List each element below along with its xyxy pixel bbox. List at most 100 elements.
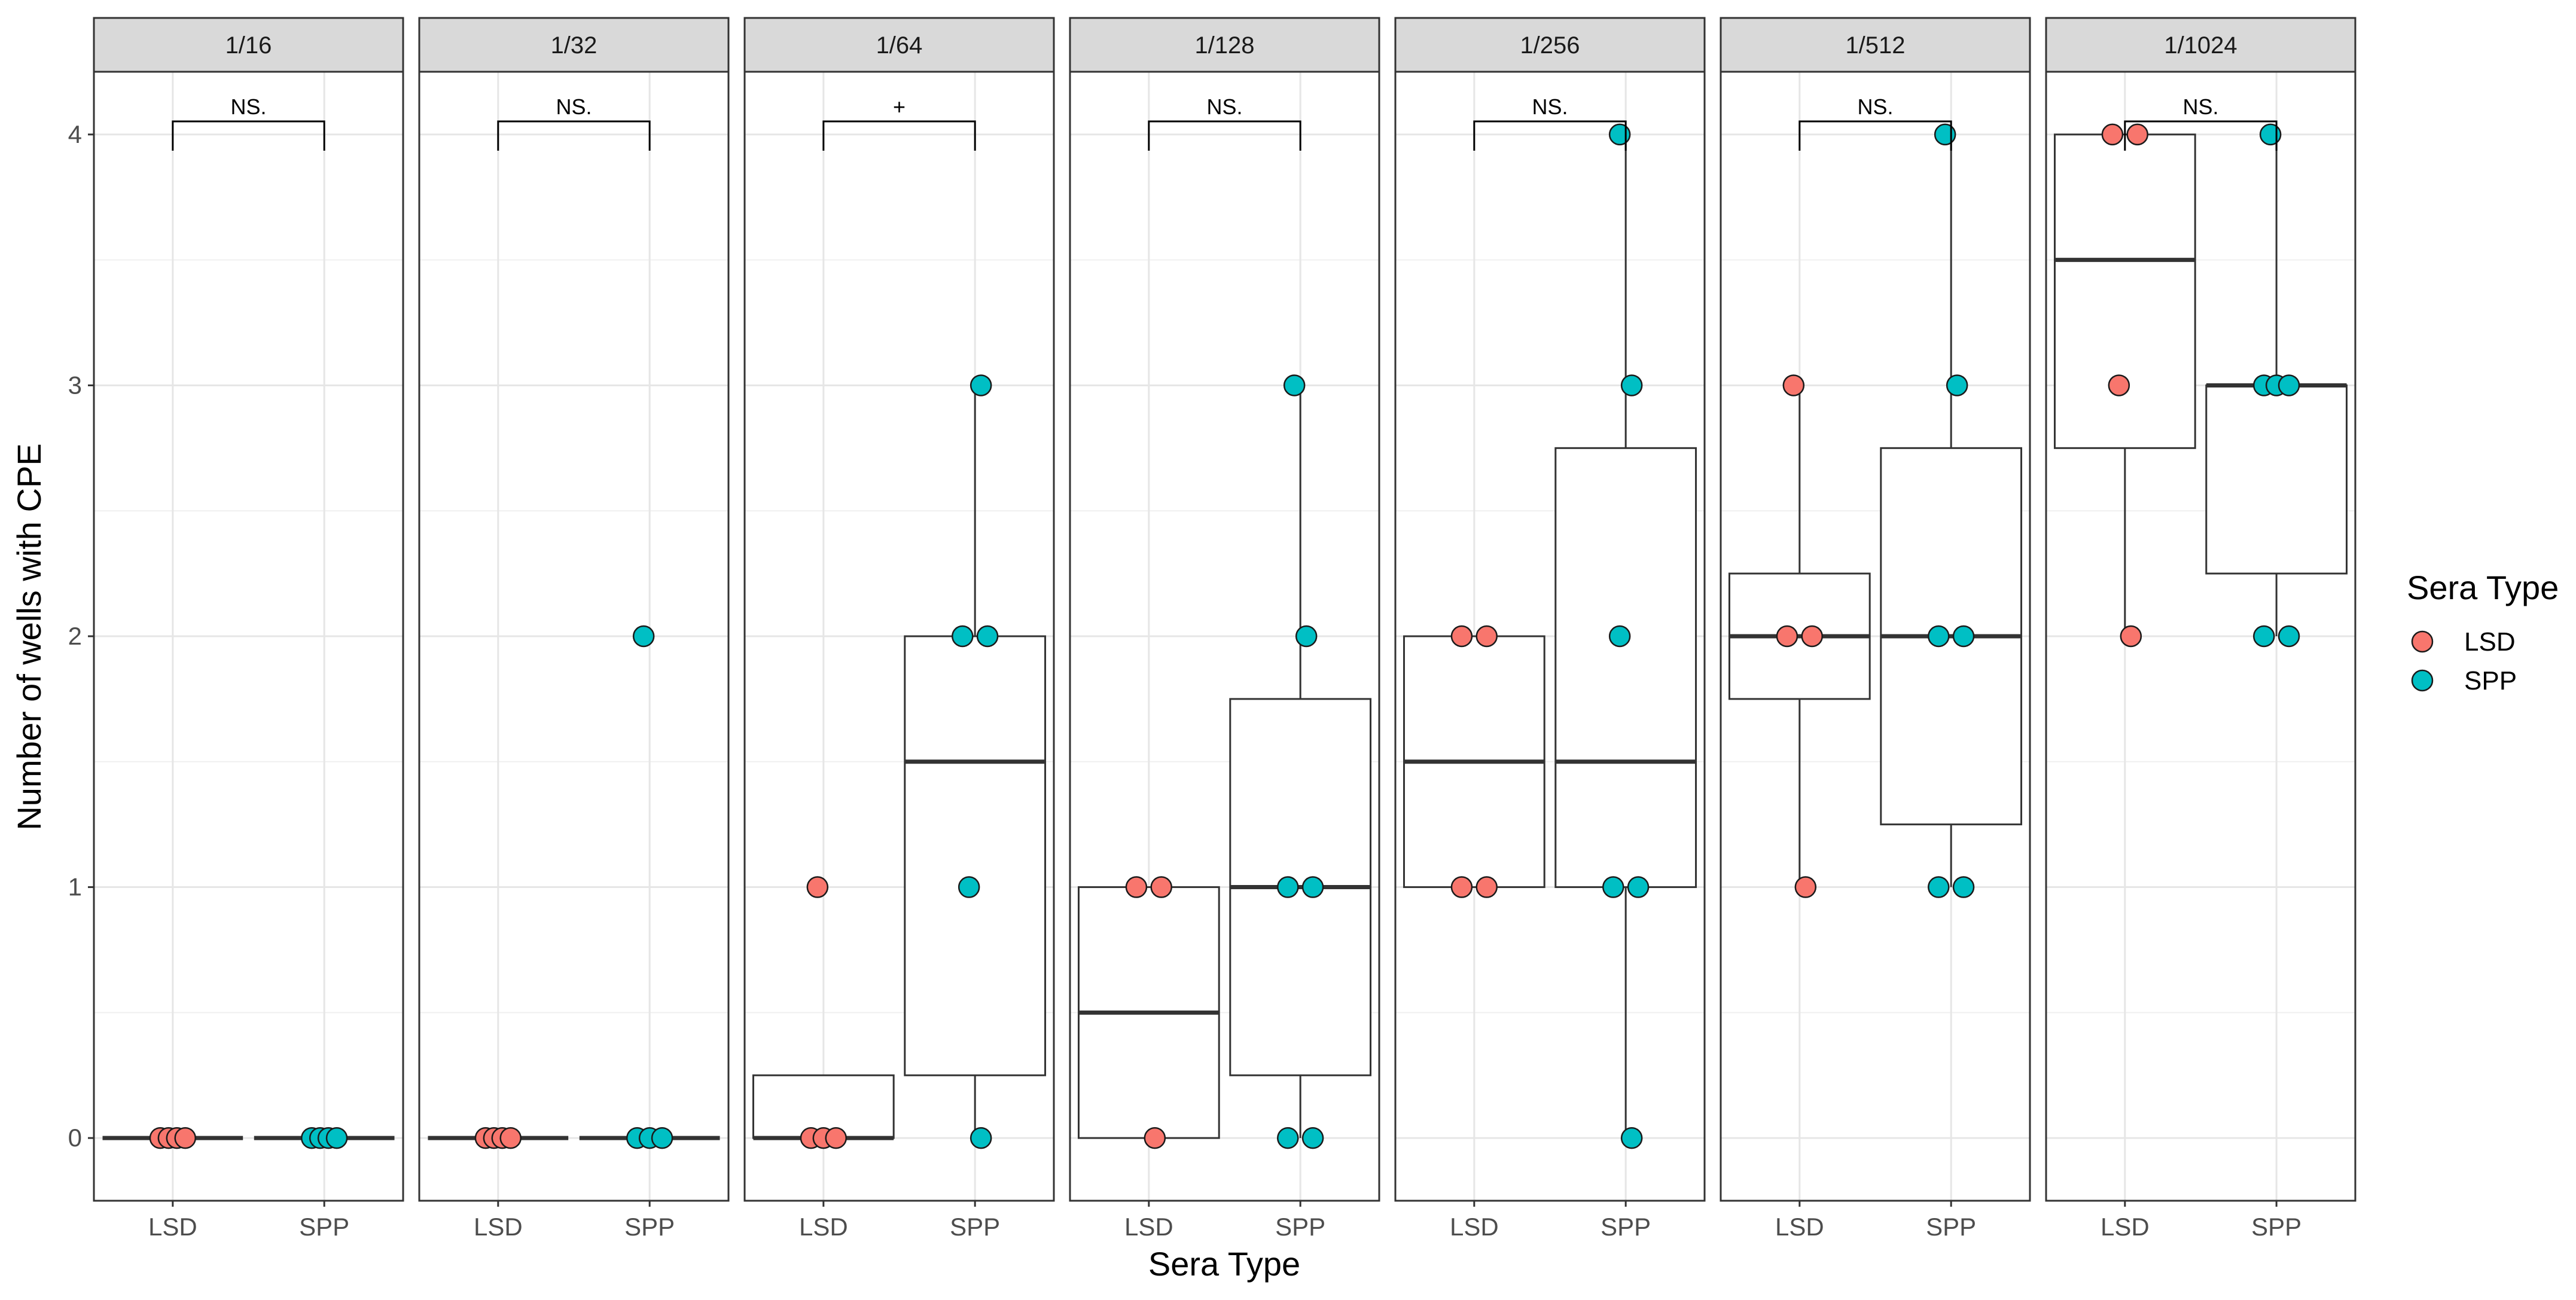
boxplot-lsd — [1077, 876, 1220, 1149]
facet-strip — [743, 17, 1055, 73]
x-tick-label: LSD — [148, 1213, 197, 1241]
boxplot-lsd — [1403, 625, 1545, 898]
boxplot-lsd — [1728, 374, 1871, 898]
boxplot-spp — [1880, 123, 2023, 898]
significance-bracket — [1473, 120, 1627, 151]
x-tick-label: SPP — [2251, 1213, 2301, 1241]
data-point-lsd — [806, 876, 829, 898]
legend-item-spp: SPP — [2411, 666, 2517, 695]
data-point-spp — [1928, 625, 1950, 648]
data-point-lsd — [1801, 625, 1823, 648]
y-tick-label: 1 — [68, 873, 82, 901]
data-point-lsd — [2120, 625, 2142, 648]
data-point-spp — [325, 1127, 348, 1149]
x-tick-label: LSD — [474, 1213, 523, 1241]
facet-panel: 1/512 NS. LSD SPP — [1720, 17, 2031, 1241]
boxplot-spp — [1554, 123, 1697, 1149]
facet-strip — [2045, 17, 2356, 73]
x-tick-label: LSD — [799, 1213, 848, 1241]
box-iqr — [904, 635, 1047, 1076]
data-point-spp — [2259, 123, 2282, 146]
data-point-lsd — [499, 1127, 522, 1149]
y-tick-label: 0 — [68, 1124, 82, 1152]
facet-panel: 1/16 NS. LSD SPP — [93, 17, 404, 1241]
data-point-spp — [1277, 876, 1299, 898]
significance-bracket — [2124, 120, 2278, 151]
significance-label: + — [893, 94, 906, 119]
data-point-spp — [632, 625, 655, 648]
significance-label: NS. — [1532, 94, 1568, 119]
x-tick-label: SPP — [624, 1213, 675, 1241]
boxplot-lsd — [102, 1127, 243, 1149]
data-point-spp — [952, 625, 974, 648]
x-tick-label: SPP — [950, 1213, 1000, 1241]
panel-border — [2045, 71, 2356, 1202]
facet-panel: 1/128 NS. LSD SPP — [1069, 17, 1380, 1241]
facet-panel: 1/32 NS. LSD SPP — [418, 17, 730, 1241]
legend: Sera Type LSD SPP — [2407, 569, 2559, 695]
significance-label: NS. — [1857, 94, 1893, 119]
x-tick-label: LSD — [1775, 1213, 1824, 1241]
facet-panel: 1/64 + LSD SPP — [743, 17, 1055, 1241]
y-tick-label: 3 — [68, 371, 82, 399]
data-point-spp — [970, 374, 992, 396]
data-point-lsd — [1450, 876, 1473, 898]
data-point-spp — [970, 1127, 992, 1149]
data-point-spp — [1627, 876, 1650, 898]
significance-label: NS. — [230, 94, 266, 119]
data-point-lsd — [1450, 625, 1473, 648]
data-point-spp — [1946, 374, 1968, 396]
data-point-lsd — [1782, 374, 1805, 396]
y-tick-label: 4 — [68, 120, 82, 148]
panel-border — [1069, 71, 1380, 1202]
y-axis-title: Number of wells with CPE — [10, 443, 48, 830]
data-point-lsd — [2108, 374, 2130, 396]
facet-strip-label: 1/64 — [876, 32, 923, 59]
facet-strip — [418, 17, 730, 73]
legend-item-lsd: LSD — [2411, 627, 2516, 657]
data-point-lsd — [1776, 625, 1798, 648]
facet-panel: 1/256 NS. LSD SPP — [1394, 17, 1706, 1241]
facet-strip — [93, 17, 404, 73]
panel-border — [743, 71, 1055, 1202]
boxplot-spp — [2205, 123, 2348, 648]
panel-border — [1720, 71, 2031, 1202]
boxplot-lsd — [752, 876, 895, 1149]
significance-bracket — [172, 120, 325, 151]
significance-bracket — [497, 120, 651, 151]
facet-strip-label: 1/1024 — [2164, 32, 2237, 59]
data-point-lsd — [1794, 876, 1817, 898]
data-point-spp — [1602, 876, 1624, 898]
data-point-spp — [1952, 876, 1975, 898]
data-point-lsd — [2126, 123, 2148, 146]
box-iqr — [2205, 384, 2348, 575]
facet-strip — [1069, 17, 1380, 73]
legend-key-spp — [2411, 669, 2434, 692]
significance-bracket — [1798, 120, 1952, 151]
data-point-spp — [2278, 374, 2300, 396]
data-point-spp — [1620, 1127, 1643, 1149]
significance-label: NS. — [1206, 94, 1242, 119]
data-point-spp — [1608, 123, 1631, 146]
x-tick-label: SPP — [1275, 1213, 1325, 1241]
significance-bracket — [1148, 120, 1301, 151]
x-tick-label: LSD — [2101, 1213, 2150, 1241]
data-point-spp — [1620, 374, 1643, 396]
box-iqr — [1554, 447, 1697, 889]
y-tick-label: 2 — [68, 622, 82, 650]
data-point-spp — [651, 1127, 673, 1149]
data-point-lsd — [1144, 1127, 1166, 1149]
data-point-spp — [1301, 876, 1324, 898]
facet-strip-label: 1/16 — [225, 32, 272, 59]
data-point-spp — [1934, 123, 1956, 146]
facet-strip-label: 1/512 — [1845, 32, 1905, 59]
data-point-lsd — [174, 1127, 196, 1149]
significance-bracket — [822, 120, 976, 151]
legend-label: SPP — [2464, 666, 2517, 695]
data-point-spp — [958, 876, 980, 898]
data-point-lsd — [1476, 625, 1498, 648]
data-point-spp — [1295, 625, 1318, 648]
significance-label: NS. — [556, 94, 592, 119]
facet-strip — [1720, 17, 2031, 73]
